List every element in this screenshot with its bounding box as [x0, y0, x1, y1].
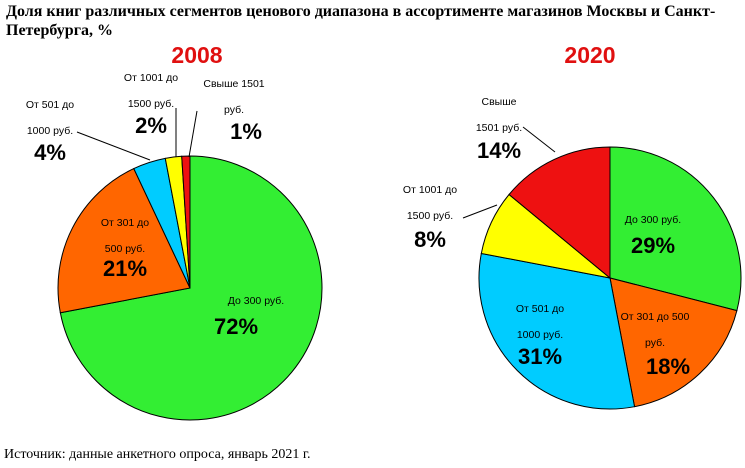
pie-slice — [59, 155, 323, 421]
pie-slice — [478, 252, 636, 410]
slice-category-label: От 1001 до 1500 руб. — [124, 72, 178, 110]
slice-percent-label: 29% — [631, 233, 675, 258]
pie-slice — [609, 146, 742, 312]
slice-percent-label: 2% — [135, 113, 167, 138]
pie-title-2008: 2008 — [171, 42, 222, 68]
pie-slice — [181, 155, 191, 289]
slice-category-label: От 501 до 1000 руб. — [26, 99, 74, 137]
slice-percent-label: 1% — [230, 119, 262, 144]
slice-category-label: Свыше 1501 руб. — [203, 78, 264, 116]
slice-percent-label: 21% — [103, 256, 147, 281]
pie-title-2020: 2020 — [564, 42, 615, 68]
label-leader-line — [462, 204, 498, 219]
slice-percent-label: 8% — [414, 227, 446, 252]
chart-title: Доля книг различных сегментов ценового д… — [6, 3, 716, 39]
slice-category-label: От 1001 до 1500 руб. — [403, 184, 457, 222]
pie-slice — [609, 277, 738, 408]
pie-chart-2008: 2008 До 300 руб. 72% От 301 до 500 руб.21% От… — [26, 42, 323, 421]
slice-category-label: От 301 до 500 руб. — [621, 311, 690, 349]
slice-percent-label: 72% — [214, 314, 258, 339]
pie-chart-2020: 2020 До 300 руб. 29% От 301 до 500 руб. 18% От… — [403, 42, 742, 410]
slice-percent-label: 14% — [477, 138, 521, 163]
slice-percent-label: 31% — [518, 344, 562, 369]
pie-slice — [508, 146, 611, 280]
slice-percent-label: 18% — [646, 354, 690, 379]
slice-category-label: От 501 до 1000 руб. — [516, 303, 564, 341]
slice-category-label: До 300 руб. — [625, 214, 681, 226]
source-note: Источник: данные анкетного опроса, январ… — [4, 447, 311, 462]
label-leader-line — [522, 126, 556, 153]
slice-category-label: До 300 руб. — [228, 295, 284, 307]
slice-category-label: Свыше 1501 руб. — [476, 96, 522, 134]
label-leader-line — [76, 131, 151, 161]
label-leader-line — [188, 110, 198, 158]
slice-percent-label: 4% — [34, 140, 66, 165]
pie-slice — [57, 167, 191, 314]
slice-category-label: От 301 до 500 руб. — [101, 217, 149, 255]
